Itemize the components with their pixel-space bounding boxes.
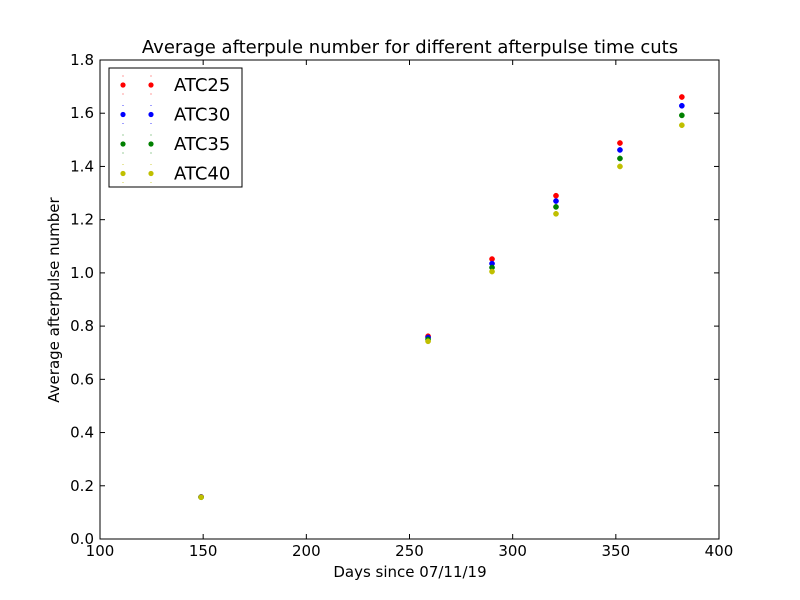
legend-label-atc40: ATC40 — [174, 164, 230, 185]
data-point-atc40 — [198, 494, 204, 501]
legend-marker-dot — [150, 123, 152, 124]
legend-marker-dot — [122, 182, 124, 183]
data-point-atc30 — [553, 198, 559, 204]
x-tick-label: 250 — [395, 542, 424, 560]
data-point-atc35 — [553, 204, 559, 210]
legend-label-atc30: ATC30 — [174, 105, 230, 126]
y-axis-label: Average afterpulse number — [45, 196, 63, 402]
legend-marker-dot — [150, 75, 152, 77]
legend-box — [108, 67, 243, 188]
y-tick-label: 1.6 — [70, 104, 94, 122]
data-point-atc30 — [617, 147, 623, 153]
axis-ticks: 100 150 200 250 300 350 400 0.0 0.2 0.4 0.6 0.8 1.0 1… — [70, 51, 733, 560]
y-tick-label: 0.4 — [70, 424, 94, 442]
legend-marker-dot — [122, 75, 124, 77]
legend-marker-dot — [122, 152, 124, 154]
legend-marker-atc35 — [148, 141, 154, 147]
legend-marker-dot — [122, 93, 124, 95]
legend: ATC25 ATC30 ATC35 ATC40 — [108, 67, 243, 188]
legend-label-atc35: ATC35 — [174, 134, 230, 155]
data-point-atc40 — [617, 163, 623, 170]
data-marks — [198, 94, 685, 501]
legend-marker-dot — [122, 105, 124, 106]
x-tick-label: 200 — [292, 542, 321, 560]
legend-marker-dot — [150, 182, 152, 183]
x-tick-label: 350 — [602, 542, 631, 560]
data-point-atc25 — [679, 94, 685, 100]
legend-marker-dot — [150, 93, 152, 95]
legend-marker-atc40 — [120, 170, 126, 177]
y-tick-label: 1.8 — [70, 51, 94, 69]
data-point-atc40 — [553, 210, 559, 217]
legend-marker-dot — [150, 152, 152, 154]
data-point-atc35 — [617, 155, 623, 162]
legend-marker-dot — [150, 164, 152, 165]
legend-marker-atc25 — [120, 82, 126, 88]
y-tick-label: 0.8 — [70, 317, 94, 335]
legend-marker-dot — [150, 134, 152, 136]
data-point-atc35 — [679, 112, 685, 119]
data-point-atc30 — [679, 102, 685, 109]
legend-label-atc25: ATC25 — [174, 75, 230, 96]
legend-marker-dot — [150, 105, 152, 106]
legend-marker-dot — [122, 134, 124, 136]
data-point-atc40 — [679, 122, 685, 129]
data-point-atc25 — [553, 192, 559, 199]
y-tick-label: 1.0 — [70, 264, 94, 282]
legend-marker-atc30 — [120, 111, 126, 118]
data-point-atc25 — [617, 140, 623, 146]
y-tick-label: 0.6 — [70, 370, 94, 388]
legend-marker-atc40 — [148, 170, 154, 177]
legend-marker-dot — [122, 164, 124, 165]
y-tick-label: 0.2 — [70, 477, 94, 495]
legend-marker-dot — [122, 123, 124, 124]
x-tick-label: 150 — [189, 542, 218, 560]
data-point-atc40 — [489, 268, 495, 275]
data-point-atc40 — [425, 338, 431, 345]
x-tick-label: 300 — [498, 542, 527, 560]
x-tick-label: 400 — [705, 542, 734, 560]
y-tick-label: 0.0 — [70, 530, 94, 548]
y-tick-label: 1.2 — [70, 211, 94, 229]
legend-marker-atc25 — [148, 82, 154, 88]
legend-marker-atc30 — [148, 111, 154, 118]
x-axis-label: Days since 07/11/19 — [333, 563, 486, 581]
chart-title: Average afterpule number for different a… — [142, 37, 678, 58]
legend-marker-atc35 — [120, 141, 126, 147]
x-tick-label: 100 — [86, 542, 115, 560]
y-tick-label: 1.4 — [70, 157, 94, 175]
